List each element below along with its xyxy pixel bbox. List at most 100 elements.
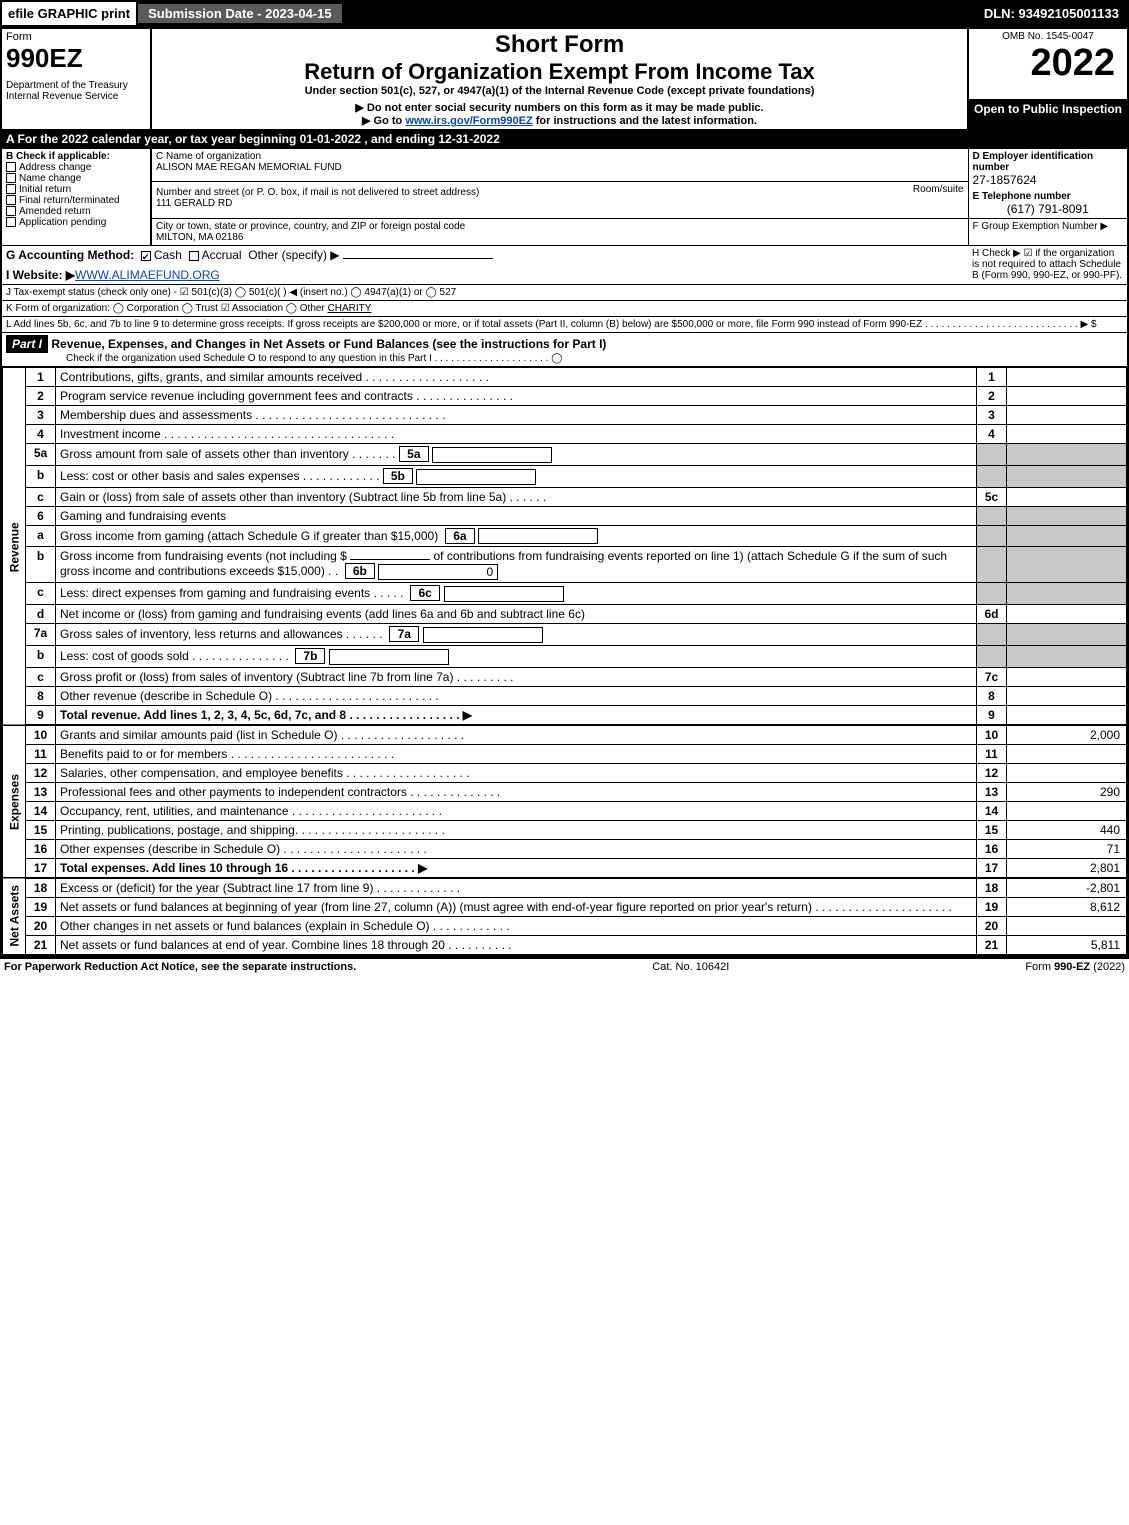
city-label: City or town, state or province, country… bbox=[156, 221, 964, 232]
omb-number: OMB No. 1545-0047 bbox=[973, 31, 1123, 42]
ln10-val: 2,000 bbox=[1007, 725, 1127, 745]
ln2-text: Program service revenue including govern… bbox=[56, 387, 977, 406]
cash-checkbox[interactable] bbox=[141, 251, 151, 261]
irs-label: Internal Revenue Service bbox=[6, 91, 146, 102]
addr-change-checkbox[interactable] bbox=[6, 162, 16, 172]
ln13-text: Professional fees and other payments to … bbox=[56, 782, 977, 801]
line-k: K Form of organization: ◯ Corporation ◯ … bbox=[6, 303, 328, 314]
ln15-val: 440 bbox=[1007, 820, 1127, 839]
amended-return-label: Amended return bbox=[19, 206, 91, 217]
footer-right-post: (2022) bbox=[1090, 961, 1125, 973]
part1-label: Part I bbox=[6, 335, 48, 353]
box-f-label: F Group Exemption Number ▶ bbox=[973, 221, 1124, 232]
part1-check: Check if the organization used Schedule … bbox=[66, 353, 1123, 364]
amended-return-checkbox[interactable] bbox=[6, 206, 16, 216]
ln7c-text: Gross profit or (loss) from sales of inv… bbox=[56, 667, 977, 686]
ln6d-text: Net income or (loss) from gaming and fun… bbox=[56, 605, 977, 624]
short-form-title: Short Form bbox=[156, 31, 963, 59]
footer-left: For Paperwork Reduction Act Notice, see … bbox=[4, 961, 356, 973]
efile-label[interactable]: efile GRAPHIC print bbox=[2, 2, 136, 25]
ein-value: 27-1857624 bbox=[973, 173, 1124, 187]
final-return-label: Final return/terminated bbox=[19, 195, 120, 206]
ln11-text: Benefits paid to or for members . . . . … bbox=[56, 744, 977, 763]
ln16-val: 71 bbox=[1007, 839, 1127, 858]
ln10-text: Grants and similar amounts paid (list in… bbox=[56, 725, 977, 745]
line-a: A For the 2022 calendar year, or tax yea… bbox=[1, 130, 1128, 149]
ssn-warning: ▶ Do not enter social security numbers o… bbox=[156, 101, 963, 114]
ln1-num: 1 bbox=[26, 368, 56, 387]
line-h: H Check ▶ ☑ if the organization is not r… bbox=[972, 248, 1123, 281]
ln17-text: Total expenses. Add lines 10 through 16 … bbox=[56, 858, 977, 878]
name-change-label: Name change bbox=[19, 173, 81, 184]
addr-change-label: Address change bbox=[19, 162, 91, 173]
name-change-checkbox[interactable] bbox=[6, 173, 16, 183]
part1-title: Revenue, Expenses, and Changes in Net As… bbox=[51, 337, 606, 351]
box-e-label: E Telephone number bbox=[973, 191, 1124, 202]
footer-right-pre: Form bbox=[1025, 961, 1054, 973]
cash-label: Cash bbox=[154, 248, 182, 262]
ln17-val: 2,801 bbox=[1007, 858, 1127, 878]
form-table: Form 990EZ Department of the Treasury In… bbox=[0, 27, 1129, 957]
goto-suffix: for instructions and the latest informat… bbox=[533, 115, 757, 127]
ln18-text: Excess or (deficit) for the year (Subtra… bbox=[56, 878, 977, 898]
line-j: J Tax-exempt status (check only one) - ☑… bbox=[1, 285, 1128, 301]
ln5a-text: Gross amount from sale of assets other t… bbox=[60, 447, 395, 461]
street-value: 111 GERALD RD bbox=[156, 198, 964, 209]
top-bar: efile GRAPHIC print Submission Date - 20… bbox=[0, 0, 1129, 27]
accrual-label: Accrual bbox=[202, 248, 242, 262]
ln6b-pre: Gross income from fundraising events (no… bbox=[60, 549, 347, 563]
ln5b-text: Less: cost or other basis and sales expe… bbox=[60, 469, 379, 483]
goto-prefix: ▶ Go to bbox=[362, 115, 405, 127]
line-l: L Add lines 5b, 6c, and 7b to line 9 to … bbox=[1, 317, 1128, 333]
ln16-text: Other expenses (describe in Schedule O) … bbox=[56, 839, 977, 858]
form-number: 990EZ bbox=[6, 43, 146, 74]
box-b-label: B Check if applicable: bbox=[6, 151, 110, 162]
footer-right-form: 990-EZ bbox=[1054, 961, 1090, 973]
part1-lines-table: Revenue 1 Contributions, gifts, grants, … bbox=[2, 367, 1127, 955]
accrual-checkbox[interactable] bbox=[189, 251, 199, 261]
ln20-text: Other changes in net assets or fund bala… bbox=[56, 916, 977, 935]
street-label: Number and street (or P. O. box, if mail… bbox=[156, 187, 479, 198]
line-g-label: G Accounting Method: bbox=[6, 248, 134, 262]
box-d-label: D Employer identification number bbox=[973, 151, 1124, 173]
goto-link[interactable]: www.irs.gov/Form990EZ bbox=[405, 115, 532, 127]
app-pending-checkbox[interactable] bbox=[6, 217, 16, 227]
ln6-text: Gaming and fundraising events bbox=[56, 506, 977, 525]
ln1-col: 1 bbox=[977, 368, 1007, 387]
dept-treasury: Department of the Treasury bbox=[6, 80, 146, 91]
ln9-text: Total revenue. Add lines 1, 2, 3, 4, 5c,… bbox=[56, 705, 977, 725]
ln21-text: Net assets or fund balances at end of ye… bbox=[56, 935, 977, 954]
net-assets-sidebar: Net Assets bbox=[3, 878, 26, 955]
tax-year: 2022 bbox=[973, 42, 1123, 85]
box-c-name-label: C Name of organization bbox=[156, 151, 964, 162]
ln13-val: 290 bbox=[1007, 782, 1127, 801]
ln14-text: Occupancy, rent, utilities, and maintena… bbox=[56, 801, 977, 820]
return-title: Return of Organization Exempt From Incom… bbox=[156, 59, 963, 85]
ln18-val: -2,801 bbox=[1007, 878, 1127, 898]
ln7a-text: Gross sales of inventory, less returns a… bbox=[60, 627, 383, 641]
ln6b-val: 0 bbox=[378, 564, 498, 580]
dln: DLN: 93492105001133 bbox=[976, 2, 1127, 25]
room-label: Room/suite bbox=[913, 184, 964, 195]
ln21-val: 5,811 bbox=[1007, 935, 1127, 954]
ln19-val: 8,612 bbox=[1007, 897, 1127, 916]
org-name: ALISON MAE REGAN MEMORIAL FUND bbox=[156, 162, 964, 173]
line-i-label: I Website: ▶ bbox=[6, 268, 75, 282]
ln19-text: Net assets or fund balances at beginning… bbox=[56, 897, 977, 916]
ln1-text: Contributions, gifts, grants, and simila… bbox=[56, 368, 977, 387]
line-k-charity: CHARITY bbox=[328, 303, 372, 314]
footer: For Paperwork Reduction Act Notice, see … bbox=[0, 957, 1129, 975]
revenue-sidebar: Revenue bbox=[3, 368, 26, 725]
city-value: MILTON, MA 02186 bbox=[156, 232, 964, 243]
submission-date: Submission Date - 2023-04-15 bbox=[136, 2, 344, 25]
website-link[interactable]: WWW.ALIMAEFUND.ORG bbox=[75, 268, 220, 282]
initial-return-checkbox[interactable] bbox=[6, 184, 16, 194]
open-to-public: Open to Public Inspection bbox=[968, 99, 1128, 130]
ln3-text: Membership dues and assessments . . . . … bbox=[56, 406, 977, 425]
other-specify-label: Other (specify) ▶ bbox=[248, 248, 339, 262]
final-return-checkbox[interactable] bbox=[6, 195, 16, 205]
ln6a-text: Gross income from gaming (attach Schedul… bbox=[60, 529, 438, 543]
initial-return-label: Initial return bbox=[19, 184, 71, 195]
ln4-text: Investment income . . . . . . . . . . . … bbox=[56, 425, 977, 444]
app-pending-label: Application pending bbox=[19, 217, 106, 228]
